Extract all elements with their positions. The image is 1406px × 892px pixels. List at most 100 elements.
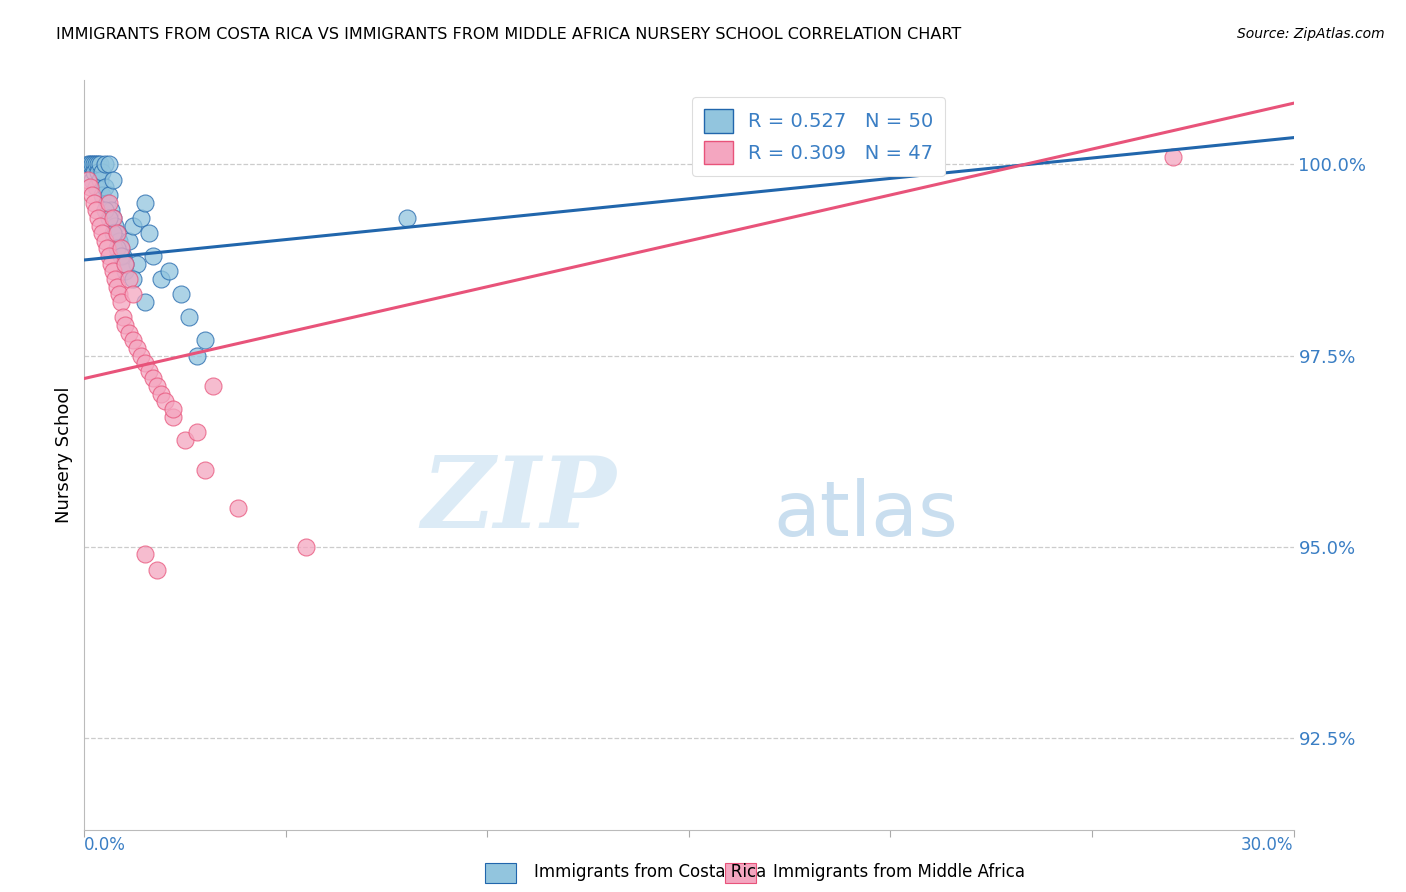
Y-axis label: Nursery School: Nursery School bbox=[55, 386, 73, 524]
Point bbox=[134, 547, 156, 561]
Point bbox=[91, 226, 114, 240]
Point bbox=[105, 226, 128, 240]
Point bbox=[97, 211, 120, 225]
Point bbox=[129, 211, 152, 225]
Legend: R = 0.527   N = 50, R = 0.309   N = 47: R = 0.527 N = 50, R = 0.309 N = 47 bbox=[692, 97, 945, 176]
Point bbox=[101, 172, 124, 186]
Point bbox=[93, 157, 115, 171]
Point bbox=[97, 249, 120, 263]
Text: Immigrants from Middle Africa: Immigrants from Middle Africa bbox=[773, 863, 1025, 881]
Point bbox=[114, 257, 136, 271]
Point bbox=[83, 165, 105, 179]
Point bbox=[93, 180, 115, 194]
Point bbox=[105, 226, 128, 240]
Point bbox=[91, 165, 114, 179]
Point bbox=[121, 272, 143, 286]
Point bbox=[89, 219, 111, 233]
Point bbox=[1161, 150, 1184, 164]
Point bbox=[114, 318, 136, 332]
Point bbox=[97, 188, 120, 202]
Point bbox=[105, 242, 128, 256]
Point bbox=[194, 463, 217, 477]
Point bbox=[142, 371, 165, 385]
Point bbox=[114, 257, 136, 271]
Point bbox=[93, 234, 115, 248]
Point bbox=[101, 211, 124, 225]
Point bbox=[105, 279, 128, 293]
Point bbox=[100, 257, 122, 271]
Point bbox=[121, 333, 143, 347]
Point bbox=[125, 341, 148, 355]
Point bbox=[82, 188, 104, 202]
Point bbox=[114, 264, 136, 278]
Point bbox=[107, 234, 129, 248]
Text: 0.0%: 0.0% bbox=[84, 836, 127, 854]
Point bbox=[91, 188, 114, 202]
Point bbox=[157, 264, 180, 278]
Point bbox=[86, 203, 108, 218]
Point bbox=[77, 157, 100, 171]
Point bbox=[186, 425, 208, 439]
Point bbox=[79, 180, 101, 194]
Point bbox=[107, 287, 129, 301]
Point bbox=[125, 257, 148, 271]
Point bbox=[104, 272, 127, 286]
Point bbox=[138, 226, 160, 240]
Point bbox=[100, 203, 122, 218]
Point bbox=[138, 364, 160, 378]
Point bbox=[295, 540, 318, 554]
Point bbox=[149, 272, 172, 286]
Point bbox=[79, 157, 101, 171]
Point bbox=[153, 394, 176, 409]
Point bbox=[86, 180, 108, 194]
Point bbox=[104, 219, 127, 233]
Point bbox=[101, 211, 124, 225]
Point bbox=[162, 402, 184, 417]
Point bbox=[226, 501, 249, 516]
Point bbox=[110, 242, 132, 256]
Point bbox=[174, 433, 197, 447]
Point bbox=[179, 310, 201, 325]
Point bbox=[118, 326, 141, 340]
Point bbox=[111, 249, 134, 263]
Text: Source: ZipAtlas.com: Source: ZipAtlas.com bbox=[1237, 27, 1385, 41]
Point bbox=[87, 165, 110, 179]
Point bbox=[118, 234, 141, 248]
Point bbox=[83, 157, 105, 171]
Point bbox=[97, 157, 120, 171]
Point bbox=[110, 295, 132, 310]
Point bbox=[83, 195, 105, 210]
Text: IMMIGRANTS FROM COSTA RICA VS IMMIGRANTS FROM MIDDLE AFRICA NURSERY SCHOOL CORRE: IMMIGRANTS FROM COSTA RICA VS IMMIGRANTS… bbox=[56, 27, 962, 42]
Point bbox=[97, 195, 120, 210]
Point bbox=[77, 172, 100, 186]
Point bbox=[146, 563, 169, 577]
Point bbox=[202, 379, 225, 393]
Text: atlas: atlas bbox=[773, 478, 959, 552]
Point bbox=[162, 409, 184, 424]
Point bbox=[134, 356, 156, 370]
Point bbox=[186, 349, 208, 363]
Point bbox=[87, 211, 110, 225]
Point bbox=[395, 211, 418, 225]
Point bbox=[93, 203, 115, 218]
Point bbox=[89, 172, 111, 186]
Point bbox=[194, 333, 217, 347]
Point bbox=[149, 386, 172, 401]
Text: ZIP: ZIP bbox=[422, 451, 616, 548]
Point bbox=[110, 242, 132, 256]
Point bbox=[82, 172, 104, 186]
Point bbox=[110, 249, 132, 263]
Point bbox=[121, 219, 143, 233]
Point bbox=[129, 349, 152, 363]
Point bbox=[82, 157, 104, 171]
Point bbox=[111, 310, 134, 325]
Text: 30.0%: 30.0% bbox=[1241, 836, 1294, 854]
Point bbox=[86, 157, 108, 171]
Text: Immigrants from Costa Rica: Immigrants from Costa Rica bbox=[534, 863, 766, 881]
Point bbox=[101, 264, 124, 278]
Point bbox=[170, 287, 193, 301]
Point bbox=[121, 287, 143, 301]
Point bbox=[146, 379, 169, 393]
Point bbox=[96, 195, 118, 210]
Point bbox=[87, 157, 110, 171]
